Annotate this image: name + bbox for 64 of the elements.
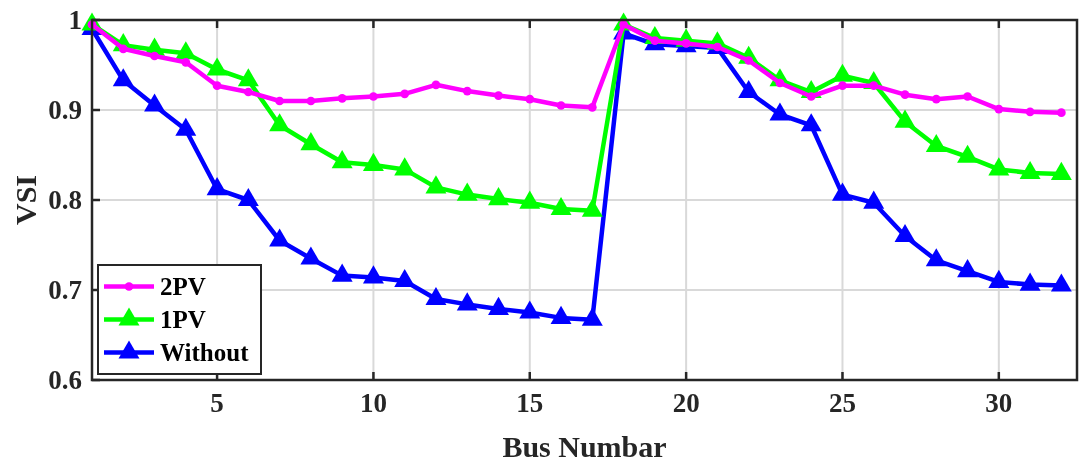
point [112,68,134,87]
x-tick-label: 10 [359,388,387,418]
point [175,41,197,60]
point [863,190,885,209]
point [738,79,760,99]
point [1019,272,1041,291]
point [488,296,509,315]
point [800,113,822,132]
point [1050,161,1072,180]
point [550,305,572,324]
point [237,187,259,207]
legend-label: 2PV [160,273,206,301]
point [362,152,384,171]
y-axis-title: VSI [9,174,42,226]
point [957,144,979,163]
point [988,157,1010,176]
point [269,113,291,132]
point [425,286,447,306]
point [519,190,541,209]
point [206,57,228,76]
point [832,63,853,82]
point [894,223,916,243]
point [1050,273,1072,292]
point [362,265,384,284]
point [456,292,478,311]
x-tick-label: 5 [210,388,224,418]
point [144,93,166,112]
point [175,117,197,136]
x-tick-label: 15 [516,388,544,418]
point [331,150,353,169]
y-tick-label: 0.7 [48,275,82,306]
x-tick-label: 20 [672,388,700,418]
x-tick-label: 30 [985,388,1013,418]
point [394,268,416,288]
point [957,259,979,278]
point [300,132,322,151]
point [925,248,947,267]
x-tick-label: 25 [828,388,856,418]
point [832,182,853,201]
point [925,133,947,153]
point [1019,160,1041,180]
point [488,187,509,206]
point [269,228,291,247]
point [519,300,541,319]
point [394,157,416,176]
point [550,196,572,216]
point [769,102,791,121]
point [988,269,1010,288]
y-tick-label: 0.8 [48,185,82,216]
point [331,263,353,282]
point [456,182,478,201]
point [425,175,447,194]
point [237,68,259,87]
legend-label: 1PV [160,306,206,334]
y-tick-label: 0.6 [48,365,82,396]
legend-label: Without [160,339,250,367]
x-axis-title: Bus Numbar [502,430,667,463]
point [581,198,603,217]
point [206,177,228,196]
point [581,307,603,326]
point [300,246,322,265]
y-tick-label: 1 [68,5,82,36]
y-tick-label: 0.9 [48,95,82,126]
point [894,109,916,128]
